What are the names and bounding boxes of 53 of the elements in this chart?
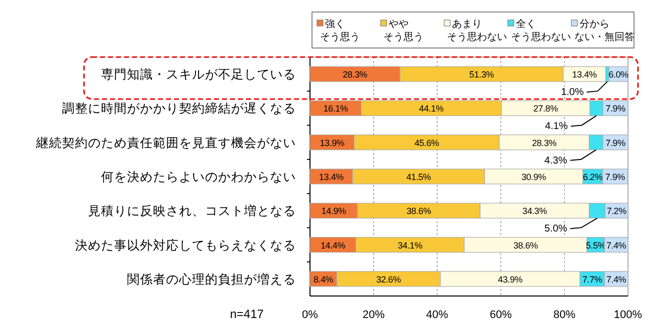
- y-tick-label: 何を決めたらよいのかわからない: [101, 170, 296, 184]
- data-label: 16.1%: [323, 104, 348, 114]
- legend-label: 全くそう思わない: [510, 18, 571, 43]
- data-label: 38.6%: [406, 206, 432, 216]
- y-tick-label: 継続契約のため責任範囲を見直す機会がない: [35, 136, 296, 150]
- data-label: 1.0%: [560, 87, 584, 98]
- data-label: 13.4%: [572, 70, 597, 80]
- data-label: 44.1%: [419, 104, 444, 114]
- x-tick-label: 20%: [362, 309, 385, 321]
- text: n=417: [230, 307, 264, 321]
- data-label: 7.9%: [606, 104, 626, 114]
- data-label: 45.6%: [414, 138, 440, 148]
- x-tick-label: 40%: [426, 309, 448, 321]
- data-label: 38.6%: [513, 240, 538, 250]
- x-tick-label: 100%: [614, 309, 642, 321]
- data-label: 6.0%: [608, 70, 629, 80]
- data-label: 28.3%: [532, 138, 557, 148]
- legend-label: ややそう思う: [384, 19, 424, 43]
- data-label: 5.0%: [544, 224, 568, 235]
- data-label: 34.3%: [522, 206, 548, 216]
- data-label: 14.4%: [320, 240, 346, 250]
- data-label: 4.3%: [544, 155, 568, 166]
- data-label: 13.4%: [319, 172, 344, 182]
- x-tick-label: 80%: [553, 309, 576, 321]
- data-label: 7.9%: [605, 172, 626, 182]
- data-label: 27.8%: [533, 104, 558, 114]
- data-label: 8.4%: [313, 274, 334, 284]
- x-tick-label: 60%: [490, 309, 512, 321]
- data-label: 30.9%: [521, 172, 546, 182]
- data-label: 7.4%: [606, 240, 626, 250]
- data-label: 6.2%: [582, 172, 603, 182]
- x-tick-label: 0%: [302, 309, 318, 321]
- data-label: 51.3%: [469, 70, 494, 80]
- data-label: 7.7%: [582, 274, 602, 284]
- data-label: 13.9%: [320, 138, 345, 148]
- data-label: 32.6%: [376, 274, 401, 284]
- data-label: 41.5%: [406, 172, 432, 182]
- legend-label: 強くそう思う: [320, 18, 360, 43]
- data-label: 7.2%: [606, 206, 627, 216]
- data-label: 7.4%: [606, 274, 626, 284]
- data-label: 14.9%: [321, 206, 346, 216]
- legend-label: あまりそう思わない: [447, 19, 508, 43]
- y-tick-label: 調整に時間がかかり契約締結が遅くなる: [62, 102, 296, 116]
- y-tick-label: 見積りに反映され、コスト増となる: [88, 203, 296, 218]
- data-label: 7.9%: [606, 138, 626, 148]
- y-tick-label: 関係者の心理的負担が増える: [127, 271, 296, 286]
- y-tick-label: 専門知識・スキルが不足している: [101, 68, 296, 82]
- data-label: 4.1%: [545, 121, 568, 132]
- y-tick-label: 決めた事以外対応してもらえなくなる: [75, 237, 296, 252]
- data-label: 34.1%: [398, 240, 422, 250]
- data-label: 28.3%: [342, 70, 368, 80]
- data-label: 43.9%: [498, 274, 523, 284]
- legend-label: 分からない・無回答: [574, 18, 634, 43]
